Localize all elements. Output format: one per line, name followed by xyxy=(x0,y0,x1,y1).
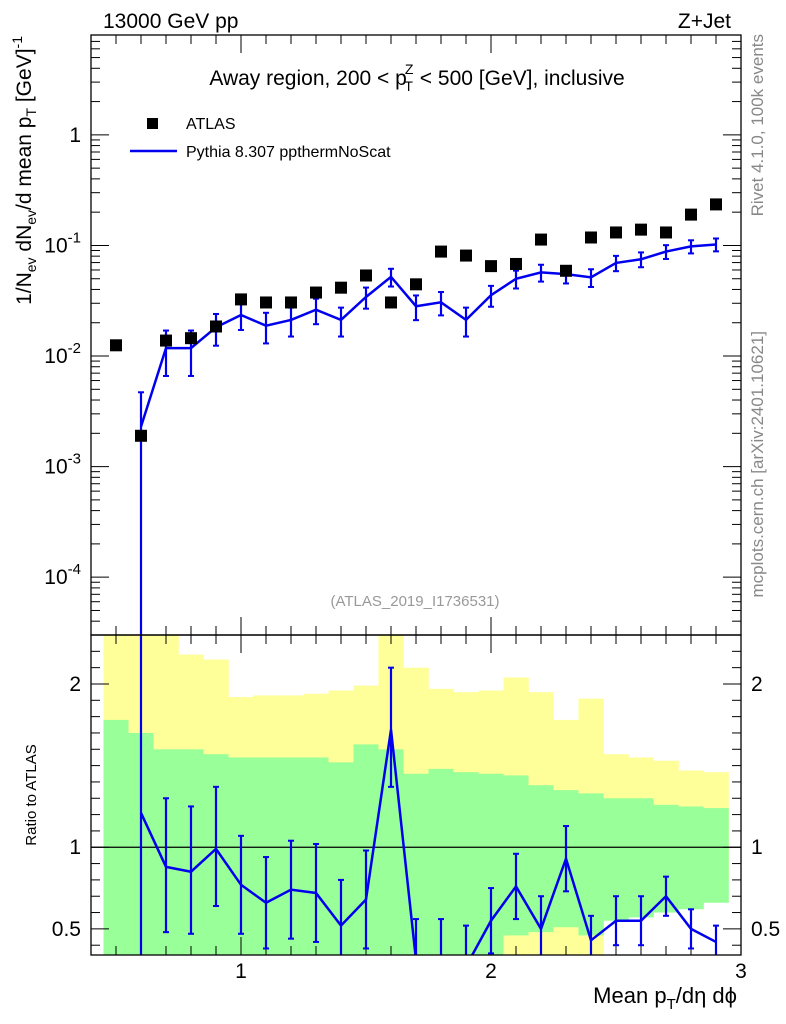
atlas-data-point xyxy=(260,296,272,309)
atlas-data-point xyxy=(435,245,447,258)
atlas-data-point xyxy=(660,226,672,239)
atlas-data-point xyxy=(135,429,147,442)
atlas-data-point xyxy=(160,334,172,347)
ratio-panel-frame xyxy=(90,634,742,956)
atlas-data-point xyxy=(710,198,722,211)
atlas-data-point xyxy=(610,226,622,239)
plot-title: Away region, 200 < pZ T < 500 [GeV], incl… xyxy=(209,61,624,94)
ratio-y-tick-label-right: 2 xyxy=(751,673,763,696)
atlas-data-point xyxy=(185,332,197,345)
main-y-tick-label: 10-3 xyxy=(44,451,81,479)
main-y-axis-label: 1/Nev dNev/d mean pT [GeV]-1 xyxy=(9,36,39,305)
legend: ATLAS Pythia 8.307 ppthermNoScat xyxy=(130,116,391,161)
ratio-y-tick-label-left: 1 xyxy=(69,836,81,859)
atlas-data-point xyxy=(510,257,522,270)
x-tick-label: 2 xyxy=(485,960,497,983)
ratio-y-tick-label-left: 0.5 xyxy=(52,918,81,941)
atlas-data-point xyxy=(410,278,422,291)
mcplots-label: mcplots.cern.ch [arXiv:2401.10621] xyxy=(748,331,767,597)
ratio-uncertainty-bands xyxy=(103,635,729,955)
main-y-tick-label: 10-1 xyxy=(44,229,81,257)
ratio-band-inner xyxy=(703,808,729,903)
atlas-data-point xyxy=(210,320,222,333)
legend-label-atlas: ATLAS xyxy=(186,116,236,133)
atlas-data-point xyxy=(110,339,122,352)
main-y-tick-label: 1 xyxy=(69,124,81,147)
ratio-y-tick-label-right: 0.5 xyxy=(751,918,780,941)
atlas-data-point xyxy=(635,223,647,236)
header-left-label: 13000 GeV pp xyxy=(103,10,238,33)
atlas-data-point xyxy=(335,281,347,294)
atlas-data-point xyxy=(285,296,297,309)
ratio-band-inner xyxy=(678,806,704,910)
main-y-tick-label: 10-2 xyxy=(44,340,81,368)
ratio-panel-content xyxy=(139,635,719,955)
atlas-data-point xyxy=(560,264,572,277)
atlas-data-point xyxy=(360,269,372,282)
main-y-tick-label: 10-4 xyxy=(44,561,81,589)
ratio-series-line xyxy=(139,729,717,955)
rivet-version-label: Rivet 4.1.0, 100k events xyxy=(748,34,767,216)
x-tick-label: 1 xyxy=(235,960,247,983)
atlas-data-point xyxy=(585,231,597,244)
atlas-data-point xyxy=(460,249,472,262)
main-panel-ticks: 1 10-1 10-2 10-3 10-4 xyxy=(44,34,742,636)
ratio-band-inner xyxy=(453,772,479,955)
mc-series-line xyxy=(139,243,717,427)
atlas-data-point xyxy=(535,233,547,246)
header-right-label: Z+Jet xyxy=(678,10,731,33)
atlas-data-point xyxy=(685,208,697,221)
atlas-data-point xyxy=(310,286,322,299)
ratio-y-axis-label: Ratio to ATLAS xyxy=(23,744,40,845)
ratio-y-tick-label-right: 1 xyxy=(751,836,763,859)
atlas-data-point xyxy=(235,293,247,306)
ratio-y-tick-label-left: 2 xyxy=(69,673,81,696)
atlas-data-point xyxy=(385,296,397,309)
atlas-data-point xyxy=(485,260,497,273)
legend-marker-atlas xyxy=(147,118,158,129)
x-tick-label: 3 xyxy=(735,960,747,983)
ratio-band-inner xyxy=(103,719,129,955)
x-axis-label: Mean pT/dη dϕ xyxy=(593,983,737,1013)
legend-label-pythia: Pythia 8.307 ppthermNoScat xyxy=(186,144,391,161)
main-panel-content xyxy=(110,198,722,635)
analysis-watermark: (ATLAS_2019_I1736531) xyxy=(330,593,499,610)
